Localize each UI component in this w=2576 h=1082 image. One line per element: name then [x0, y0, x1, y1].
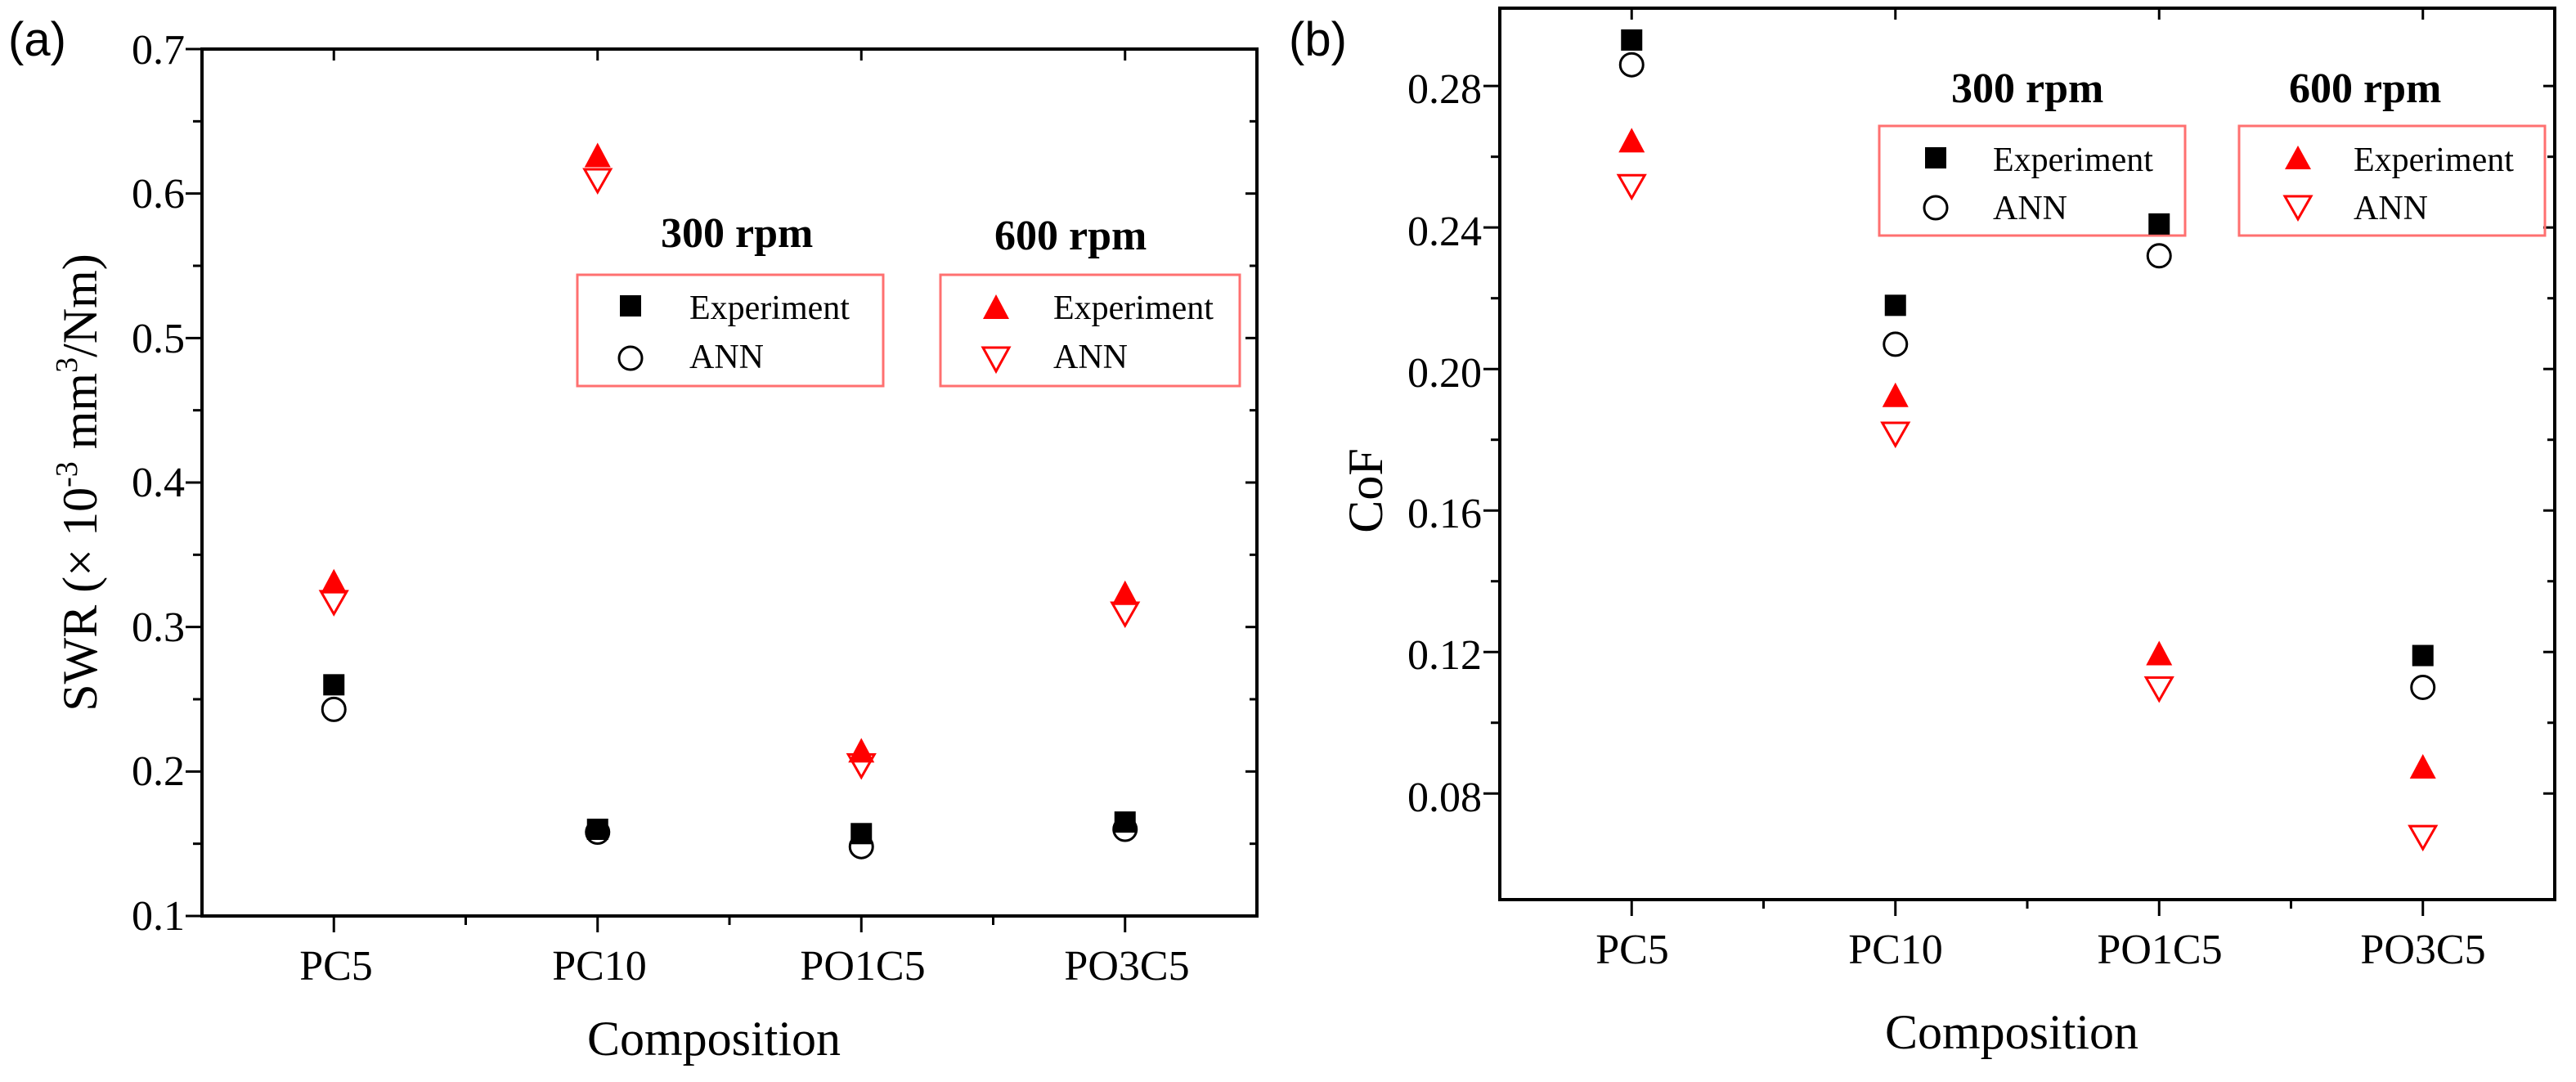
panel-b-legend-300-box — [1878, 124, 2187, 237]
panel-b-marker-triangle-down-open — [1616, 173, 1647, 201]
panel-a-marker-triangle-up-filled — [584, 142, 611, 168]
panel-b-marker-circle-open — [1883, 331, 1909, 357]
panel-b-y-axis-title: CoF — [1339, 448, 1393, 532]
panel-a-marker-triangle-up-filled — [1111, 580, 1138, 605]
panel-b-legend-600-box — [2237, 124, 2547, 237]
panel-b-xtick-label: PC5 — [1595, 927, 1669, 973]
panel-a-ytick-label: 0.6 — [132, 171, 185, 218]
panel-b-xtick-label: PO1C5 — [2097, 927, 2222, 973]
panel-b-ytick-label: 0.28 — [1407, 66, 1482, 113]
panel-a-marker-circle-open — [848, 833, 874, 860]
panel-a-label: (a) — [8, 13, 66, 66]
panel-b-ytick-label: 0.08 — [1407, 774, 1482, 821]
panel-b-ytick-label: 0.20 — [1407, 350, 1482, 397]
panel-a-legend-600-experiment-label: Experiment — [1053, 290, 1214, 327]
panel-a: (a) 0.1 0.2 0.3 0.4 0.5 0.6 0.7 PC5 PC10… — [8, 13, 1259, 1066]
panel-b-legend-300-ann-label: ANN — [1993, 190, 2067, 227]
panel-b-marker-triangle-down-open — [2143, 676, 2174, 703]
panel-a-ylabel-tail: /Nm) — [53, 254, 107, 357]
panel-a-legend-300-ann-marker — [617, 345, 644, 371]
panel-a-xtick-label: PC5 — [299, 943, 373, 990]
panel-a-marker-triangle-down-open — [318, 590, 349, 617]
panel-b-data-markers — [1616, 29, 2439, 852]
panel-b-marker-triangle-up-filled — [2409, 753, 2436, 779]
panel-a-data-markers — [318, 142, 1141, 860]
panel-a-legend-600-box — [939, 273, 1241, 388]
panel-a-legend-600-title: 600 rpm — [994, 213, 1147, 259]
panel-a-ytick-label: 0.2 — [132, 748, 185, 795]
panel-b-marker-triangle-down-open — [2408, 824, 2439, 852]
panel-a-ytick-label: 0.3 — [132, 604, 185, 651]
panel-b-xtick-labels: PC5 PC10 PO1C5 PO3C5 — [1595, 927, 2485, 973]
panel-a-xtick-label: PC10 — [552, 943, 647, 990]
panel-a-marker-square-filled — [323, 674, 345, 696]
panel-a-legend-300-experiment-label: Experiment — [689, 290, 850, 327]
panel-a-ytick-label: 0.1 — [132, 893, 185, 940]
panel-b-legend-600-experiment-label: Experiment — [2354, 141, 2514, 179]
panel-a-legend-300-title: 300 rpm — [661, 210, 813, 257]
panel-a-ylabel-unit: mm — [53, 373, 107, 461]
panel-b-marker-triangle-down-open — [1880, 421, 1911, 449]
panel-b-marker-triangle-up-filled — [1618, 128, 1645, 153]
panel-a-xtick-label: PO1C5 — [800, 943, 925, 990]
panel-b-marker-triangle-up-filled — [1882, 382, 1909, 407]
panel-a-legend-600-ann-label: ANN — [1053, 339, 1128, 376]
panel-b-xtick-label: PC10 — [1848, 927, 1943, 973]
panel-b-legend-600-title: 600 rpm — [2289, 65, 2441, 112]
panel-a-ytick-label: 0.4 — [132, 460, 185, 506]
panel-b-marker-square-filled — [2412, 644, 2434, 667]
panel-a-marker-square-filled — [850, 823, 873, 845]
panel-b-ytick-label: 0.24 — [1407, 209, 1482, 255]
panel-b-ytick-label: 0.12 — [1407, 632, 1482, 679]
panel-a-ylabel-main: SWR ( — [53, 577, 107, 712]
panel-a-plot-frame — [200, 47, 1259, 918]
panel-b-legend-600-ann-marker — [2282, 195, 2313, 222]
panel-a-marker-circle-open — [321, 696, 347, 722]
panel-b-ytick-label: 0.16 — [1407, 491, 1482, 537]
panel-a-legend-600-experiment-marker — [983, 294, 1009, 319]
panel-a-marker-square-filled — [1114, 811, 1136, 833]
panel-a-ylabel-times: × 10 — [53, 487, 107, 577]
panel-a-tick-marks — [186, 47, 1257, 932]
panel-a-xtick-labels: PC5 PC10 PO1C5 PO3C5 — [299, 943, 1189, 990]
panel-b-marker-triangle-up-filled — [2146, 640, 2173, 666]
panel-a-marker-triangle-down-open — [582, 168, 613, 195]
panel-a-legend-300-experiment-marker — [620, 295, 641, 317]
panel-a-marker-circle-open — [1112, 816, 1138, 842]
panel-a-legend-300-ann-label: ANN — [689, 339, 764, 376]
panel-a-ylabel-exp: -3 — [50, 461, 84, 487]
panel-a-legend-300-box — [576, 273, 885, 388]
panel-b-marker-square-filled — [2148, 213, 2170, 235]
panel-b-label: (b) — [1289, 13, 1347, 66]
panel-a-marker-circle-open — [585, 819, 611, 846]
panel-a-ytick-label: 0.5 — [132, 316, 185, 362]
panel-a-xtick-label: PO3C5 — [1064, 943, 1189, 990]
panel-b-legend-600-ann-label: ANN — [2354, 190, 2428, 227]
panel-b-marker-circle-open — [2146, 243, 2172, 269]
panel-a-marker-triangle-down-open — [1110, 601, 1141, 629]
panel-a-x-axis-title: Composition — [587, 1012, 841, 1066]
panel-b-legend-600-experiment-marker — [2285, 146, 2311, 169]
panel-b-legend-300-experiment-label: Experiment — [1993, 141, 2153, 179]
panel-a-ylabel-unit-exp: 3 — [50, 357, 84, 373]
panel-b-legend-300-title: 300 rpm — [1951, 65, 2103, 112]
panel-a-marker-triangle-up-filled — [848, 738, 875, 763]
panel-a-marker-triangle-up-filled — [321, 568, 348, 594]
panel-b-marker-square-filled — [1884, 294, 1906, 317]
panel-b: (b) 0.08 0.12 0.16 0.20 0.24 0.28 PC5 PC… — [1289, 7, 2556, 1059]
panel-b-legend-300-ann-marker — [1923, 195, 1949, 221]
panel-b-ytick-labels: 0.08 0.12 0.16 0.20 0.24 0.28 — [1407, 66, 1482, 821]
panel-b-xtick-label: PO3C5 — [2360, 927, 2485, 973]
panel-b-marker-circle-open — [1618, 52, 1645, 78]
panel-b-marker-circle-open — [2410, 674, 2436, 700]
panel-a-ytick-label: 0.7 — [132, 27, 185, 74]
panel-a-marker-triangle-down-open — [846, 753, 877, 780]
panel-b-marker-square-filled — [1621, 29, 1643, 51]
panel-b-legend-300-experiment-marker — [1925, 147, 1946, 168]
panel-a-legend-600-ann-marker — [981, 346, 1012, 375]
panel-a-y-axis-title: SWR (× 10-3 mm3/Nm) — [50, 254, 107, 712]
panel-a-ytick-labels: 0.1 0.2 0.3 0.4 0.5 0.6 0.7 — [132, 27, 185, 940]
panel-b-x-axis-title: Composition — [1885, 1005, 2138, 1059]
